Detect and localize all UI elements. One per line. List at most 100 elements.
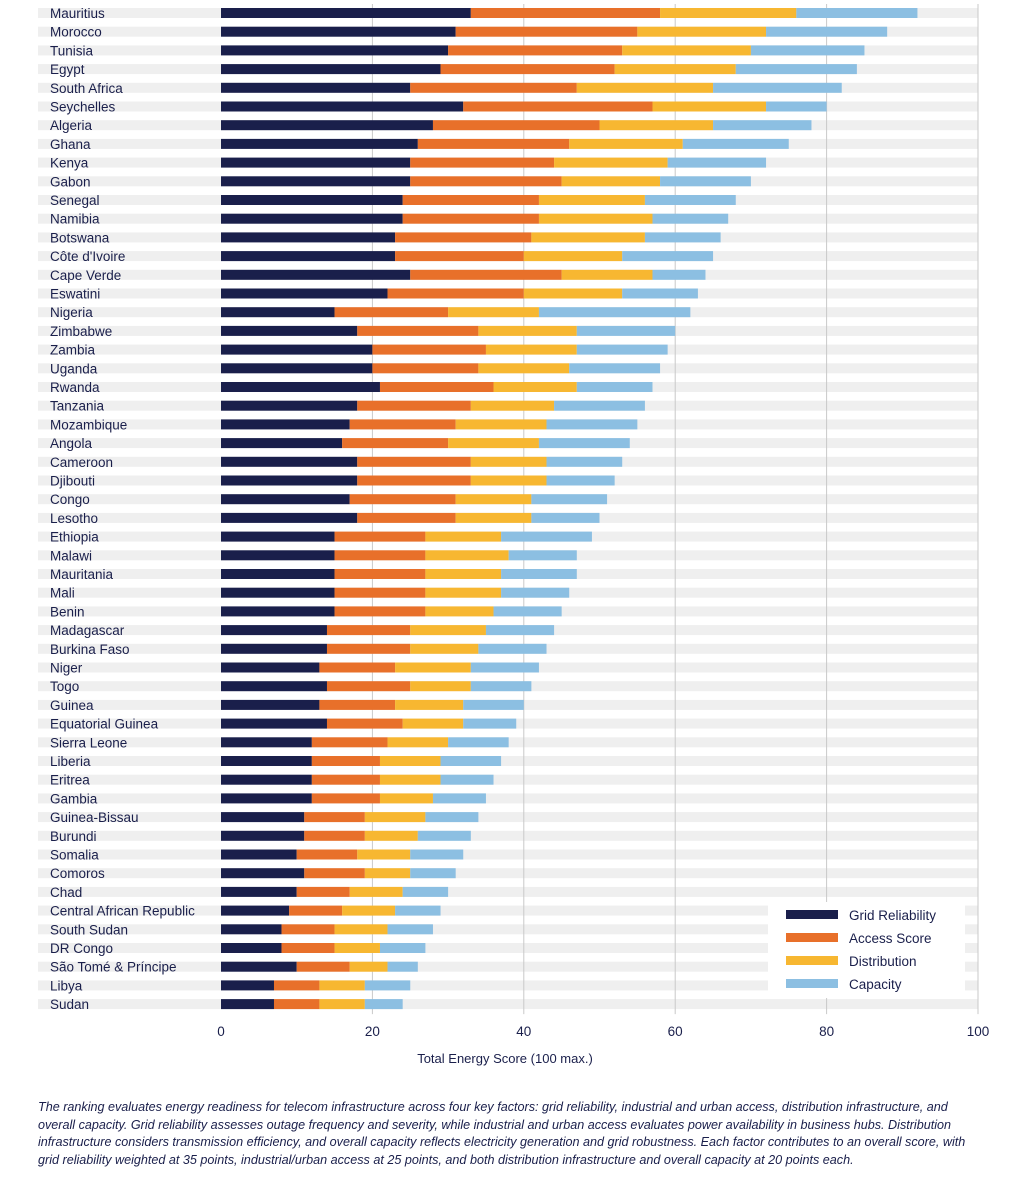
bar-segment — [334, 943, 380, 953]
country-label: Ethiopia — [50, 530, 99, 545]
bar-segment — [326, 643, 411, 654]
bar-segment — [311, 756, 380, 766]
bar-segment — [319, 662, 396, 673]
bar-segment — [334, 307, 449, 318]
country-label: Togo — [50, 679, 79, 694]
bar-segment — [357, 456, 471, 467]
country-label: Cameroon — [50, 455, 113, 470]
country-label: Zambia — [50, 343, 96, 358]
bar-segment — [410, 625, 486, 636]
bar-segment — [410, 269, 562, 280]
bar-segment — [221, 8, 471, 18]
bar-segment — [402, 718, 464, 729]
bar-segment — [221, 531, 335, 542]
bar-segment — [221, 419, 350, 430]
bar-segment — [311, 793, 380, 804]
bar-segment — [387, 961, 418, 972]
bar-segment — [379, 943, 426, 953]
bar-segment — [425, 587, 502, 598]
bar-segment — [221, 681, 327, 692]
x-tick-label: 80 — [819, 1024, 834, 1039]
bar-segment — [493, 606, 562, 617]
bar-segment — [372, 344, 486, 355]
legend-swatch — [786, 933, 838, 942]
bar-segment — [463, 699, 524, 710]
country-label: Morocco — [50, 25, 102, 40]
bar-segment — [221, 120, 433, 131]
bar-segment — [221, 251, 396, 262]
row-band — [38, 943, 978, 953]
bar-segment — [569, 363, 661, 374]
bar-segment — [395, 251, 524, 262]
row-band — [38, 886, 978, 897]
bar-segment — [402, 213, 539, 224]
bar-segment — [455, 512, 532, 523]
bar-segment — [334, 924, 388, 935]
bar-segment — [523, 288, 623, 299]
country-label: Sierra Leone — [50, 735, 127, 750]
country-label: Botswana — [50, 230, 110, 245]
bar-segment — [470, 662, 539, 673]
bar-segment — [326, 625, 411, 636]
country-label: South Africa — [50, 81, 123, 96]
bar-segment — [221, 905, 290, 916]
bar-segment — [221, 849, 297, 860]
row-band — [38, 980, 978, 991]
bar-segment — [221, 625, 327, 636]
bar-segment — [478, 363, 570, 374]
bar-segment — [713, 82, 842, 93]
bar-segment — [713, 120, 812, 131]
bar-segment — [622, 251, 714, 262]
bar-segment — [221, 868, 305, 879]
bar-segment — [221, 176, 411, 187]
bar-segment — [523, 251, 623, 262]
bar-segment — [296, 886, 350, 897]
country-label: Guinea — [50, 698, 94, 713]
bar-segment — [334, 550, 426, 561]
legend: Grid Reliability Access Score Distribution… — [768, 902, 965, 998]
bar-segment — [448, 438, 539, 449]
bar-segment — [470, 456, 547, 467]
bar-segment — [402, 886, 449, 897]
country-label: Côte d'Ivoire — [50, 249, 125, 264]
bar-segment — [637, 26, 767, 37]
bar-segment — [576, 82, 714, 93]
bar-segment — [221, 456, 358, 467]
bar-segment — [652, 101, 767, 112]
bar-segment — [364, 812, 426, 823]
bar-segment — [281, 924, 335, 935]
country-label: Madagascar — [50, 623, 125, 638]
bar-segment — [614, 64, 736, 75]
row-band — [38, 849, 978, 860]
row-band — [38, 830, 978, 841]
bar-segment — [735, 64, 857, 75]
bar-segment — [432, 120, 600, 131]
country-label: Somalia — [50, 848, 99, 863]
bar-segment — [364, 999, 403, 1010]
bar-segment — [221, 999, 274, 1010]
bar-segment — [221, 662, 320, 673]
bar-segment — [508, 550, 577, 561]
country-label: Senegal — [50, 193, 100, 208]
country-label: Guinea-Bissau — [50, 810, 139, 825]
country-label: Zimbabwe — [50, 324, 112, 339]
bar-segment — [395, 905, 441, 916]
bar-segment — [221, 400, 358, 411]
row-band — [38, 961, 978, 972]
bar-segment — [273, 999, 320, 1010]
bar-segment — [660, 8, 797, 18]
bar-segment — [395, 699, 464, 710]
bar-segment — [357, 475, 471, 486]
bar-segment — [410, 681, 471, 692]
bar-segment — [576, 382, 653, 392]
bar-segment — [221, 587, 335, 598]
bar-segment — [342, 905, 396, 916]
x-tick-label: 20 — [365, 1024, 380, 1039]
bar-segment — [538, 195, 645, 205]
bar-segment — [273, 980, 320, 991]
bar-segment — [296, 849, 358, 860]
bar-segment — [372, 363, 479, 374]
bar-segment — [221, 886, 297, 897]
bar-segment — [448, 737, 509, 748]
bar-segment — [296, 961, 350, 972]
